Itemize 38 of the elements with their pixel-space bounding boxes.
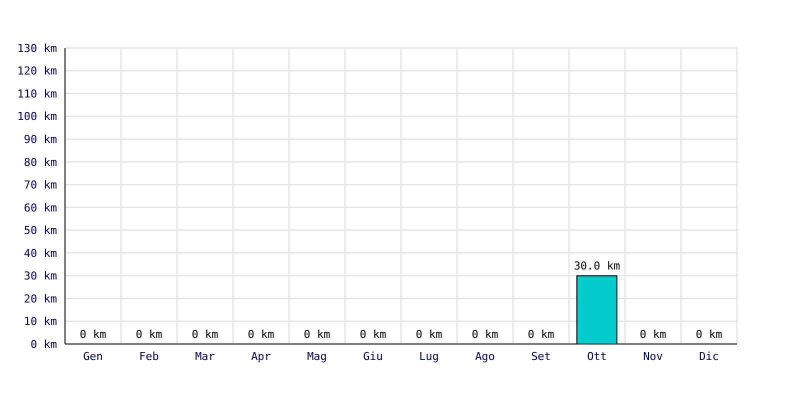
y-tick-label: 60 km xyxy=(24,201,58,214)
data-label: 0 km xyxy=(80,328,107,341)
x-tick-label: Mag xyxy=(307,350,327,363)
data-label: 0 km xyxy=(416,328,443,341)
data-label: 0 km xyxy=(136,328,163,341)
data-label: 0 km xyxy=(528,328,555,341)
y-tick-label: 0 km xyxy=(30,338,58,351)
y-tick-label: 90 km xyxy=(24,132,58,146)
y-tick-label: 20 km xyxy=(24,292,58,306)
x-tick-label: Ago xyxy=(475,350,495,363)
x-tick-label: Lug xyxy=(419,350,439,363)
y-tick-label: 120 km xyxy=(17,64,58,78)
x-tick-label: Ott xyxy=(587,350,607,363)
x-tick-label: Feb xyxy=(139,350,159,363)
data-label: 0 km xyxy=(192,328,219,341)
data-label: 0 km xyxy=(472,328,499,341)
y-tick-label: 100 km xyxy=(17,110,58,124)
x-tick-label: Dic xyxy=(699,350,719,363)
y-tick-label: 30 km xyxy=(24,270,58,283)
y-tick-label: 80 km xyxy=(24,156,58,169)
y-tick-label: 10 km xyxy=(24,315,58,328)
x-tick-label: Gen xyxy=(83,350,103,363)
data-label: 0 km xyxy=(304,328,331,341)
y-tick-label: 70 km xyxy=(24,178,58,192)
data-label: 0 km xyxy=(640,328,667,341)
data-label: 0 km xyxy=(248,328,275,341)
data-label: 0 km xyxy=(696,328,723,341)
x-tick-label: Giu xyxy=(363,350,383,363)
x-tick-label: Set xyxy=(531,350,551,363)
y-tick-label: 40 km xyxy=(24,246,58,260)
data-label: 30.0 km xyxy=(574,260,621,273)
x-tick-label: Nov xyxy=(643,350,664,363)
data-label: 0 km xyxy=(360,328,387,341)
y-tick-label: 50 km xyxy=(24,224,58,238)
x-tick-label: Apr xyxy=(251,350,272,363)
y-tick-label: 130 km xyxy=(17,42,58,55)
x-tick-label: Mar xyxy=(195,350,216,363)
y-tick-label: 110 km xyxy=(17,87,58,100)
